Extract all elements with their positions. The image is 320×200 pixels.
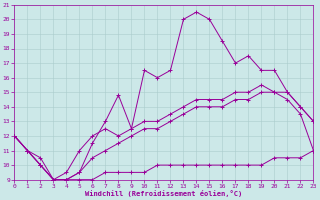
X-axis label: Windchill (Refroidissement éolien,°C): Windchill (Refroidissement éolien,°C) xyxy=(85,190,243,197)
